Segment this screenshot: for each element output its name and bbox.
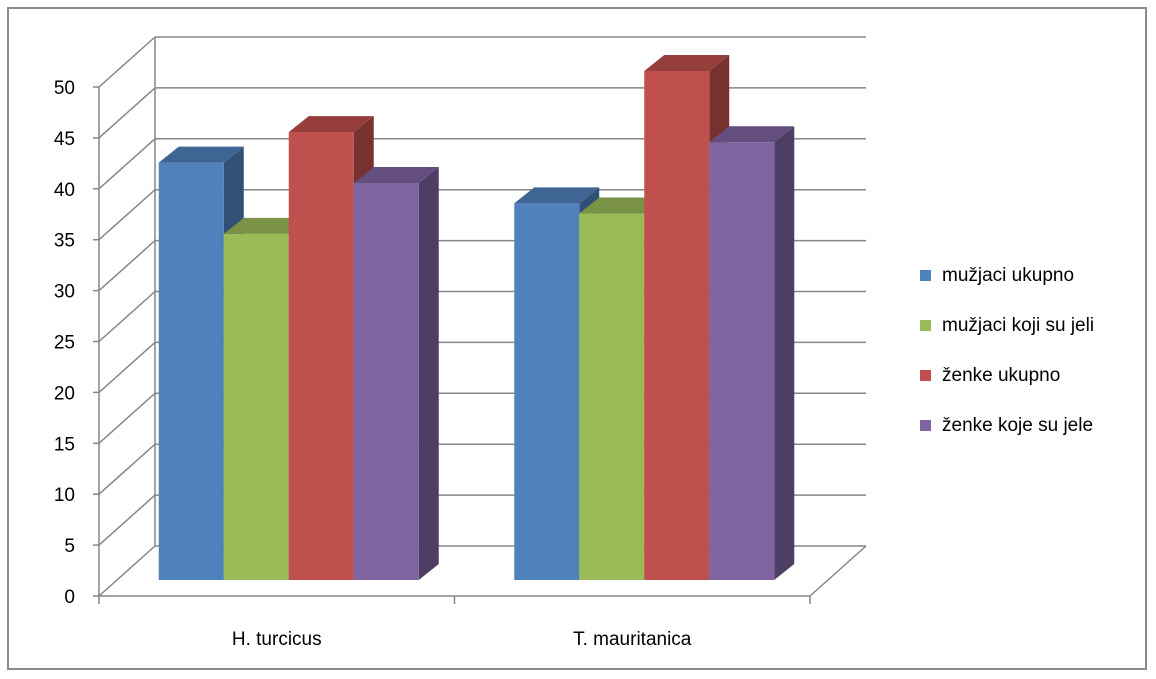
- legend-swatch: [920, 270, 931, 281]
- bar-top: [158, 146, 244, 163]
- bar-top: [709, 126, 795, 143]
- bar: [158, 162, 224, 580]
- gridline-depth: [98, 189, 156, 241]
- gridline-depth: [98, 87, 156, 139]
- y-tick-label: 10: [54, 485, 75, 506]
- y-tick-label: 25: [54, 333, 75, 354]
- bar-top: [223, 217, 309, 234]
- bar: [709, 142, 775, 580]
- bar: [644, 71, 710, 580]
- y-tick-label: 50: [54, 78, 75, 99]
- bar-side: [774, 126, 795, 580]
- gridline-depth: [98, 36, 156, 88]
- legend-entry: mužjaci koji su jeli: [942, 315, 1094, 336]
- floor-edge: [809, 545, 867, 597]
- gridline-depth: [98, 392, 156, 444]
- y-tick-label: 40: [54, 180, 75, 201]
- gridline-depth: [98, 545, 156, 597]
- y-tick-label: 30: [54, 282, 75, 303]
- bar: [223, 233, 289, 580]
- y-tick-label: 15: [54, 434, 75, 455]
- gridline-depth: [98, 138, 156, 190]
- gridline-depth: [98, 443, 156, 495]
- y-tick-label: 0: [64, 587, 75, 608]
- bar-top: [514, 187, 600, 204]
- gridline-depth: [98, 494, 156, 546]
- bar-top: [288, 116, 374, 133]
- y-tick-label: 45: [54, 129, 75, 150]
- bar: [514, 203, 580, 580]
- gridline-depth: [98, 341, 156, 393]
- bar: [288, 132, 354, 580]
- legend-entry: ženke koje su jele: [942, 415, 1093, 436]
- gridline-depth: [98, 240, 156, 292]
- x-tick-label: T. mauritanica: [573, 629, 692, 650]
- legend-entry: ženke ukupno: [942, 365, 1060, 386]
- gridline-depth: [98, 290, 156, 343]
- bar-top: [579, 197, 665, 214]
- bar-top: [644, 55, 730, 71]
- bar-side: [418, 166, 439, 581]
- x-tick-label: H. turcicus: [232, 629, 322, 650]
- y-tick-label: 5: [64, 536, 75, 557]
- legend-swatch: [920, 420, 931, 431]
- bar: [579, 213, 645, 580]
- y-tick-label: 35: [54, 231, 75, 252]
- bar: [353, 182, 419, 581]
- legend-swatch: [920, 320, 931, 331]
- y-tick-label: 20: [54, 383, 75, 404]
- legend-entry: mužjaci ukupno: [942, 265, 1074, 286]
- legend-swatch: [920, 370, 931, 381]
- bar-top: [353, 166, 439, 183]
